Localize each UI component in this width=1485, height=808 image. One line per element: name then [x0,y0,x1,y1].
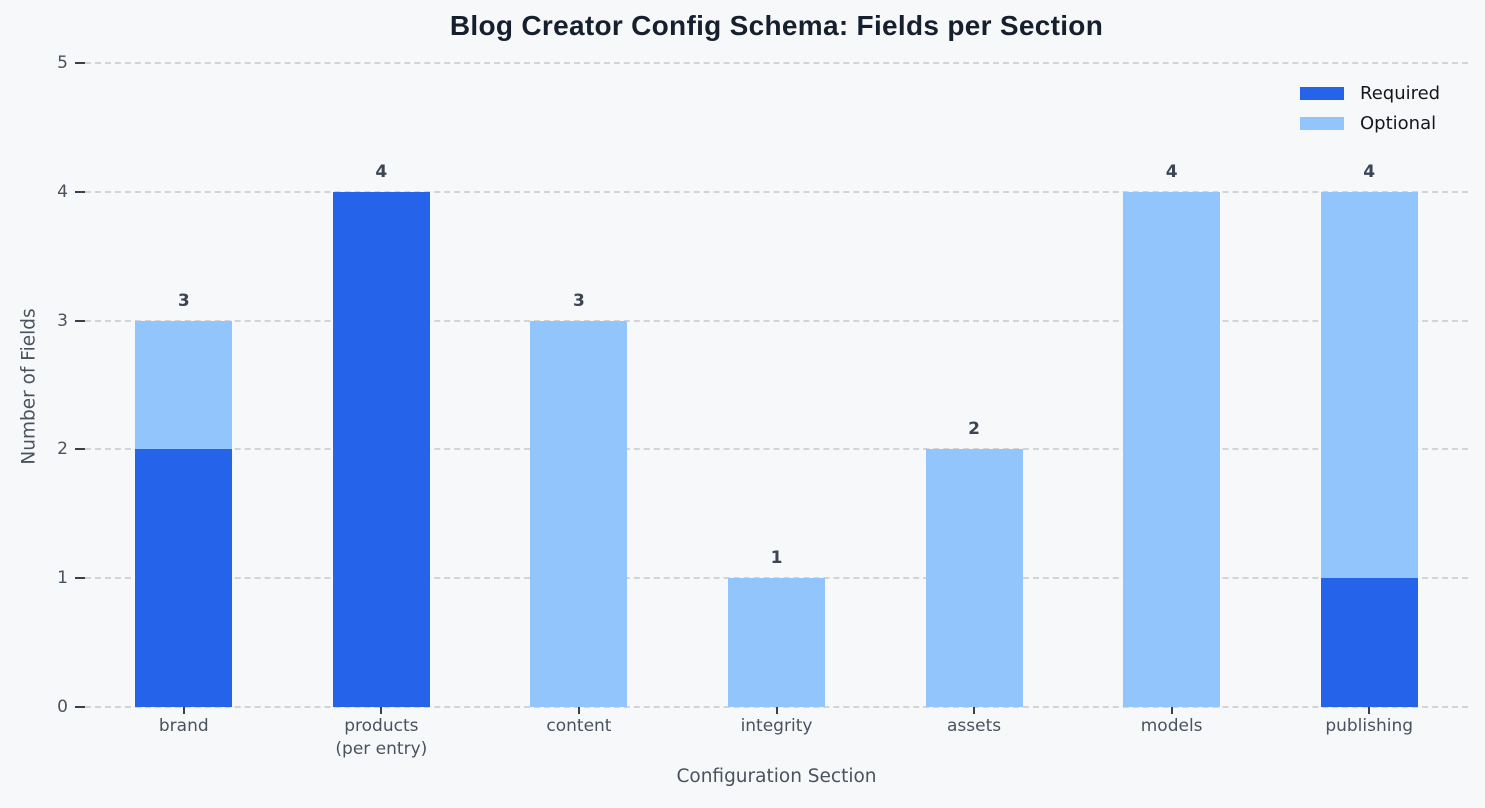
plot-area: 3 4 3 1 2 4 4 [85,62,1468,708]
gridline [85,319,1468,322]
y-tick-mark [75,706,85,708]
legend-swatch-optional [1300,116,1344,130]
x-axis-title: Configuration Section [676,766,877,787]
y-tick-mark [75,577,85,580]
bar-segment-optional [135,320,233,450]
bar-segment-required [1320,578,1418,707]
bar-segment-optional [530,320,628,707]
y-tick-label: 2 [57,439,68,460]
legend: Required Optional [1300,78,1440,138]
bar-segment-optional [1320,191,1418,579]
chart-title: Blog Creator Config Schema: Fields per S… [449,10,1104,41]
bar-segment-optional [925,449,1023,707]
legend-item-optional: Optional [1300,108,1440,138]
x-category-label: content [546,716,612,736]
x-tick-mark [973,707,976,714]
bar-segment-optional [1123,191,1221,707]
legend-swatch-required [1300,86,1344,100]
bar-segment-required [332,191,430,707]
bar-segment-required [135,449,233,707]
bar-total-label: 4 [1363,161,1376,182]
x-tick-mark [577,707,580,714]
bar-total-label: 3 [573,290,585,311]
x-category-label: models [1140,716,1203,736]
bar-segment-optional [728,578,825,707]
bar-total-label: 1 [770,548,783,569]
y-tick-label: 4 [57,181,68,202]
bar-total-label: 4 [1165,161,1178,182]
x-tick-mark [380,707,383,714]
bar-total-label: 2 [968,419,980,440]
bar-total-label: 3 [177,290,190,311]
gridline [85,448,1468,451]
x-category-label: brand [158,716,209,736]
y-tick-label: 1 [57,568,68,589]
y-tick-label: 0 [57,697,68,717]
y-tick-mark [75,62,85,64]
legend-item-required: Required [1300,78,1440,108]
y-tick-mark [75,190,85,193]
x-tick-mark [1368,707,1371,714]
y-tick-label: 3 [57,310,68,331]
y-tick-label: 5 [57,53,68,73]
x-category-label: publishing [1325,716,1414,736]
y-tick-mark [75,448,85,451]
x-tick-mark [775,707,778,714]
y-tick-mark [75,319,85,322]
x-tick-mark [182,707,185,714]
bar-total-label: 4 [375,161,388,182]
x-tick-mark [1170,707,1173,714]
gridline [85,62,1468,64]
gridline [85,190,1468,193]
x-category-label: products (per entry) [335,716,428,759]
x-category-label: assets [947,716,1002,736]
legend-label-required: Required [1360,82,1441,104]
gridline [85,577,1468,580]
x-category-label: integrity [740,716,813,736]
legend-label-optional: Optional [1360,112,1437,134]
